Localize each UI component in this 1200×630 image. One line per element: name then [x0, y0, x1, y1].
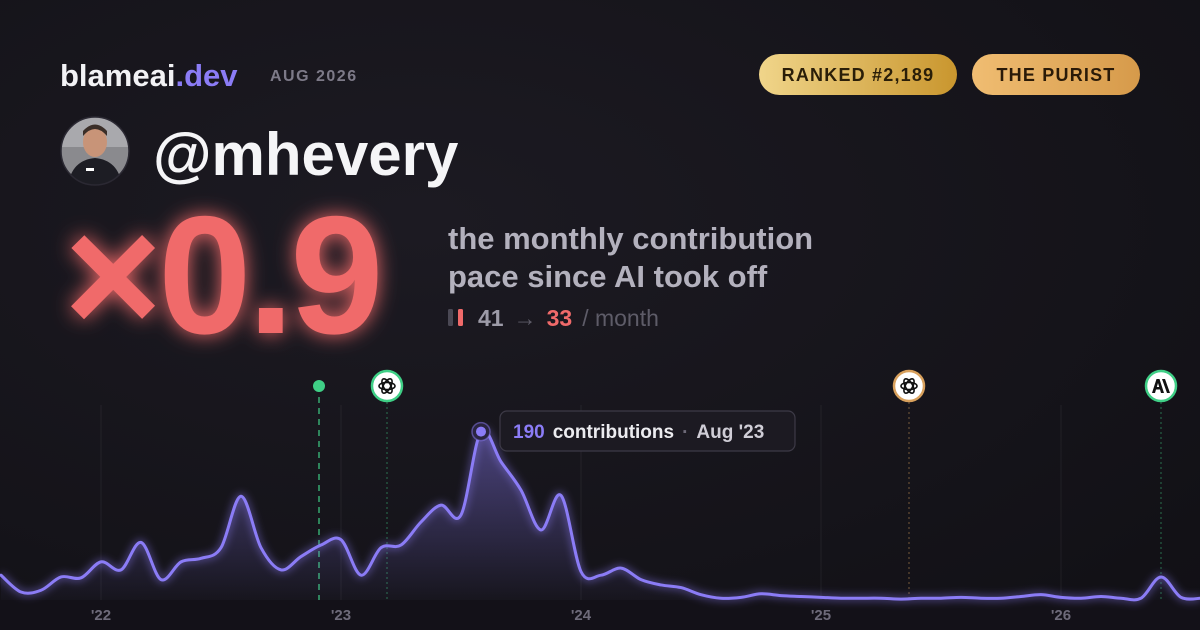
openai-icon	[892, 369, 926, 403]
description-line: pace since AI took off	[448, 259, 768, 294]
pace: 41 → 33 / month	[478, 305, 659, 331]
openai-icon	[370, 369, 404, 403]
persona-badge-text: THE PURIST	[996, 65, 1115, 85]
description-line: the monthly contribution	[448, 221, 813, 256]
tooltip-date: Aug '23	[696, 422, 764, 443]
rank-badge	[759, 54, 957, 95]
after-swatch	[458, 309, 463, 326]
tooltip-separator: ·	[682, 422, 688, 443]
handle: @mhevery	[153, 121, 459, 188]
line	[0, 428, 1200, 602]
x-axis-band	[0, 600, 1200, 630]
avatar	[61, 117, 129, 185]
before-swatch	[448, 309, 453, 326]
brand-tld: .dev	[175, 58, 238, 93]
rank-badge-text: RANKED #2,189	[782, 65, 935, 85]
tooltip: 190 contributions · Aug '23	[499, 410, 796, 452]
persona-badge	[972, 54, 1140, 95]
tooltip-unit: contributions	[553, 422, 674, 443]
pace-arrow: →	[514, 305, 537, 331]
avatar-ring	[60, 116, 130, 186]
tooltip-value: 190	[513, 422, 545, 443]
x-tick-label: '26	[1051, 607, 1071, 624]
x-tick-label: '22	[91, 607, 111, 624]
anthropic-icon	[1144, 369, 1178, 403]
brand: blameai.dev	[60, 58, 238, 93]
pace-after: 33	[547, 305, 573, 331]
brand-name: blameai	[60, 58, 175, 93]
date: AUG 2026	[270, 68, 358, 85]
x-tick-label: '24	[571, 607, 592, 624]
plot	[0, 421, 1200, 603]
pace-before: 41	[478, 305, 504, 331]
multiplier: ×0.9	[64, 181, 380, 369]
pace-unit: / month	[582, 305, 659, 331]
x-tick-label: '23	[331, 607, 351, 624]
highlight-point	[476, 426, 486, 437]
x-tick-label: '25	[811, 607, 831, 624]
event-dot	[313, 380, 325, 392]
tooltip-box	[499, 410, 796, 452]
tooltip-text: 190 contributions · Aug '23	[513, 422, 764, 443]
